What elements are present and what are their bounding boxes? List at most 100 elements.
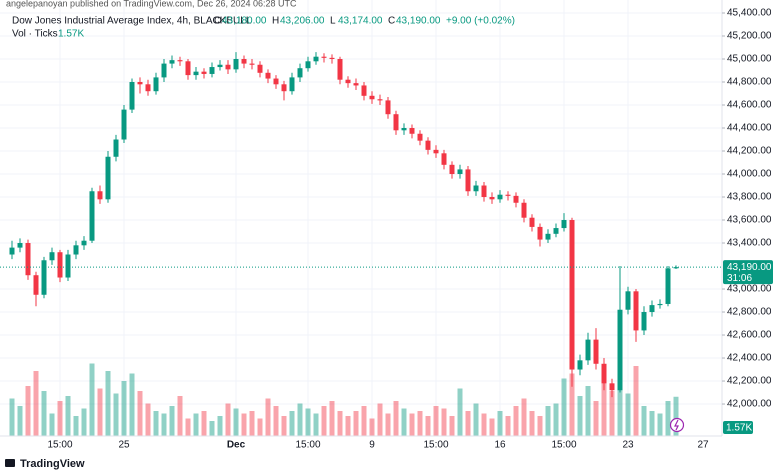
candle-body <box>329 57 335 59</box>
legend-key: C <box>388 16 395 27</box>
y-tick-label: 43,400.00 <box>727 238 772 249</box>
candle-body <box>81 240 87 246</box>
candle-body <box>209 67 215 74</box>
volume-bar <box>417 411 423 436</box>
candle-body <box>185 61 191 76</box>
volume-bar <box>409 413 415 436</box>
candle-body <box>409 128 415 134</box>
candle-body <box>577 360 583 370</box>
volume-bar <box>497 411 503 436</box>
volume-bar <box>233 408 239 436</box>
y-tick-label: 44,200.00 <box>727 146 772 157</box>
y-tick-label: 42,200.00 <box>727 376 772 387</box>
legend-value: 43,206.00 <box>280 16 325 27</box>
volume-bar <box>553 403 559 436</box>
candle-body <box>265 72 271 79</box>
legend-key: O <box>214 16 222 27</box>
volume-bar <box>273 406 279 436</box>
volume-pane <box>9 363 679 436</box>
x-tick-label: Dec <box>227 440 246 451</box>
volume-bar <box>81 408 87 436</box>
volume-bar <box>281 416 287 436</box>
volume-bar <box>297 403 303 436</box>
candle-body <box>441 153 447 165</box>
volume-bar <box>601 381 607 436</box>
candle-body <box>433 149 439 154</box>
candle-body <box>113 139 119 157</box>
volume-bar <box>369 418 375 436</box>
y-tick-label: 44,600.00 <box>727 100 772 111</box>
candle-body <box>193 71 199 76</box>
volume-bar <box>457 388 463 436</box>
volume-bar <box>649 411 655 436</box>
x-tick-label: 27 <box>697 440 709 451</box>
volume-bar <box>529 411 535 436</box>
y-tick-label: 43,000.00 <box>727 284 772 295</box>
volume-bar <box>113 393 119 436</box>
candle-body <box>249 63 255 65</box>
y-tick-label: 45,400.00 <box>727 8 772 19</box>
candle-body <box>497 194 503 200</box>
candle-body <box>97 191 103 200</box>
ohlc-legend: O 43,180.00 H 43,206.00 L 43,174.00 C 43,190.00… <box>214 16 515 27</box>
candle-body <box>633 291 639 331</box>
candle-body <box>521 202 527 218</box>
volume-bar <box>569 373 575 436</box>
footer-text: TradingView <box>20 458 85 470</box>
price-badge: 43,190.00 <box>727 262 772 273</box>
replay-icon[interactable] <box>669 417 685 433</box>
y-tick-label: 43,600.00 <box>727 215 772 226</box>
candle-body <box>625 291 631 310</box>
volume-bar <box>241 413 247 436</box>
volume-bar <box>577 396 583 436</box>
volume-bar <box>521 398 527 436</box>
volume-badge-bg <box>723 421 753 434</box>
candle-body <box>529 217 535 227</box>
volume-bar <box>89 363 95 436</box>
legend-key: H <box>272 16 279 27</box>
volume-bar <box>537 416 543 436</box>
x-tick-label: 15:00 <box>551 440 576 451</box>
x-tick-label: 23 <box>622 440 634 451</box>
volume-bar <box>57 401 63 436</box>
candle-body <box>369 95 375 100</box>
icon-bolt <box>674 419 679 431</box>
volume-value: 1.57K <box>58 29 84 40</box>
candle-body <box>417 133 423 141</box>
volume-bar <box>465 411 471 436</box>
volume-bar <box>217 416 223 436</box>
volume-bar <box>97 388 103 436</box>
candle-body <box>177 60 183 62</box>
candle-body <box>233 58 239 70</box>
candle-body <box>297 68 303 78</box>
volume-bar <box>17 406 23 436</box>
y-tick-label: 42,000.00 <box>727 399 772 410</box>
candle-body <box>105 156 111 200</box>
volume-bar <box>401 408 407 436</box>
candle-body <box>649 305 655 313</box>
volume-bar <box>473 403 479 436</box>
volume-bar <box>385 413 391 436</box>
logo <box>5 459 15 467</box>
volume-bar <box>633 366 639 436</box>
volume-bar <box>121 381 127 436</box>
volume-bar <box>345 416 351 436</box>
countdown: 31:06 <box>727 273 752 284</box>
candle-body <box>385 100 391 115</box>
y-tick-label: 42,600.00 <box>727 330 772 341</box>
volume-bar <box>25 386 31 436</box>
volume-bar <box>185 418 191 436</box>
publisher: angelepanoyan published on TradingView.c… <box>6 0 297 8</box>
volume-bar <box>153 411 159 436</box>
volume-bar <box>433 406 439 436</box>
volume-bar <box>305 408 311 436</box>
candle-body <box>153 77 159 92</box>
volume-bar <box>377 403 383 436</box>
candle-body <box>41 260 47 295</box>
candle-body <box>321 56 327 58</box>
candle-body <box>473 185 479 192</box>
candle-body <box>401 128 407 131</box>
legend-value: 43,174.00 <box>338 16 383 27</box>
candle-body <box>289 77 295 92</box>
candle-body <box>569 220 575 370</box>
